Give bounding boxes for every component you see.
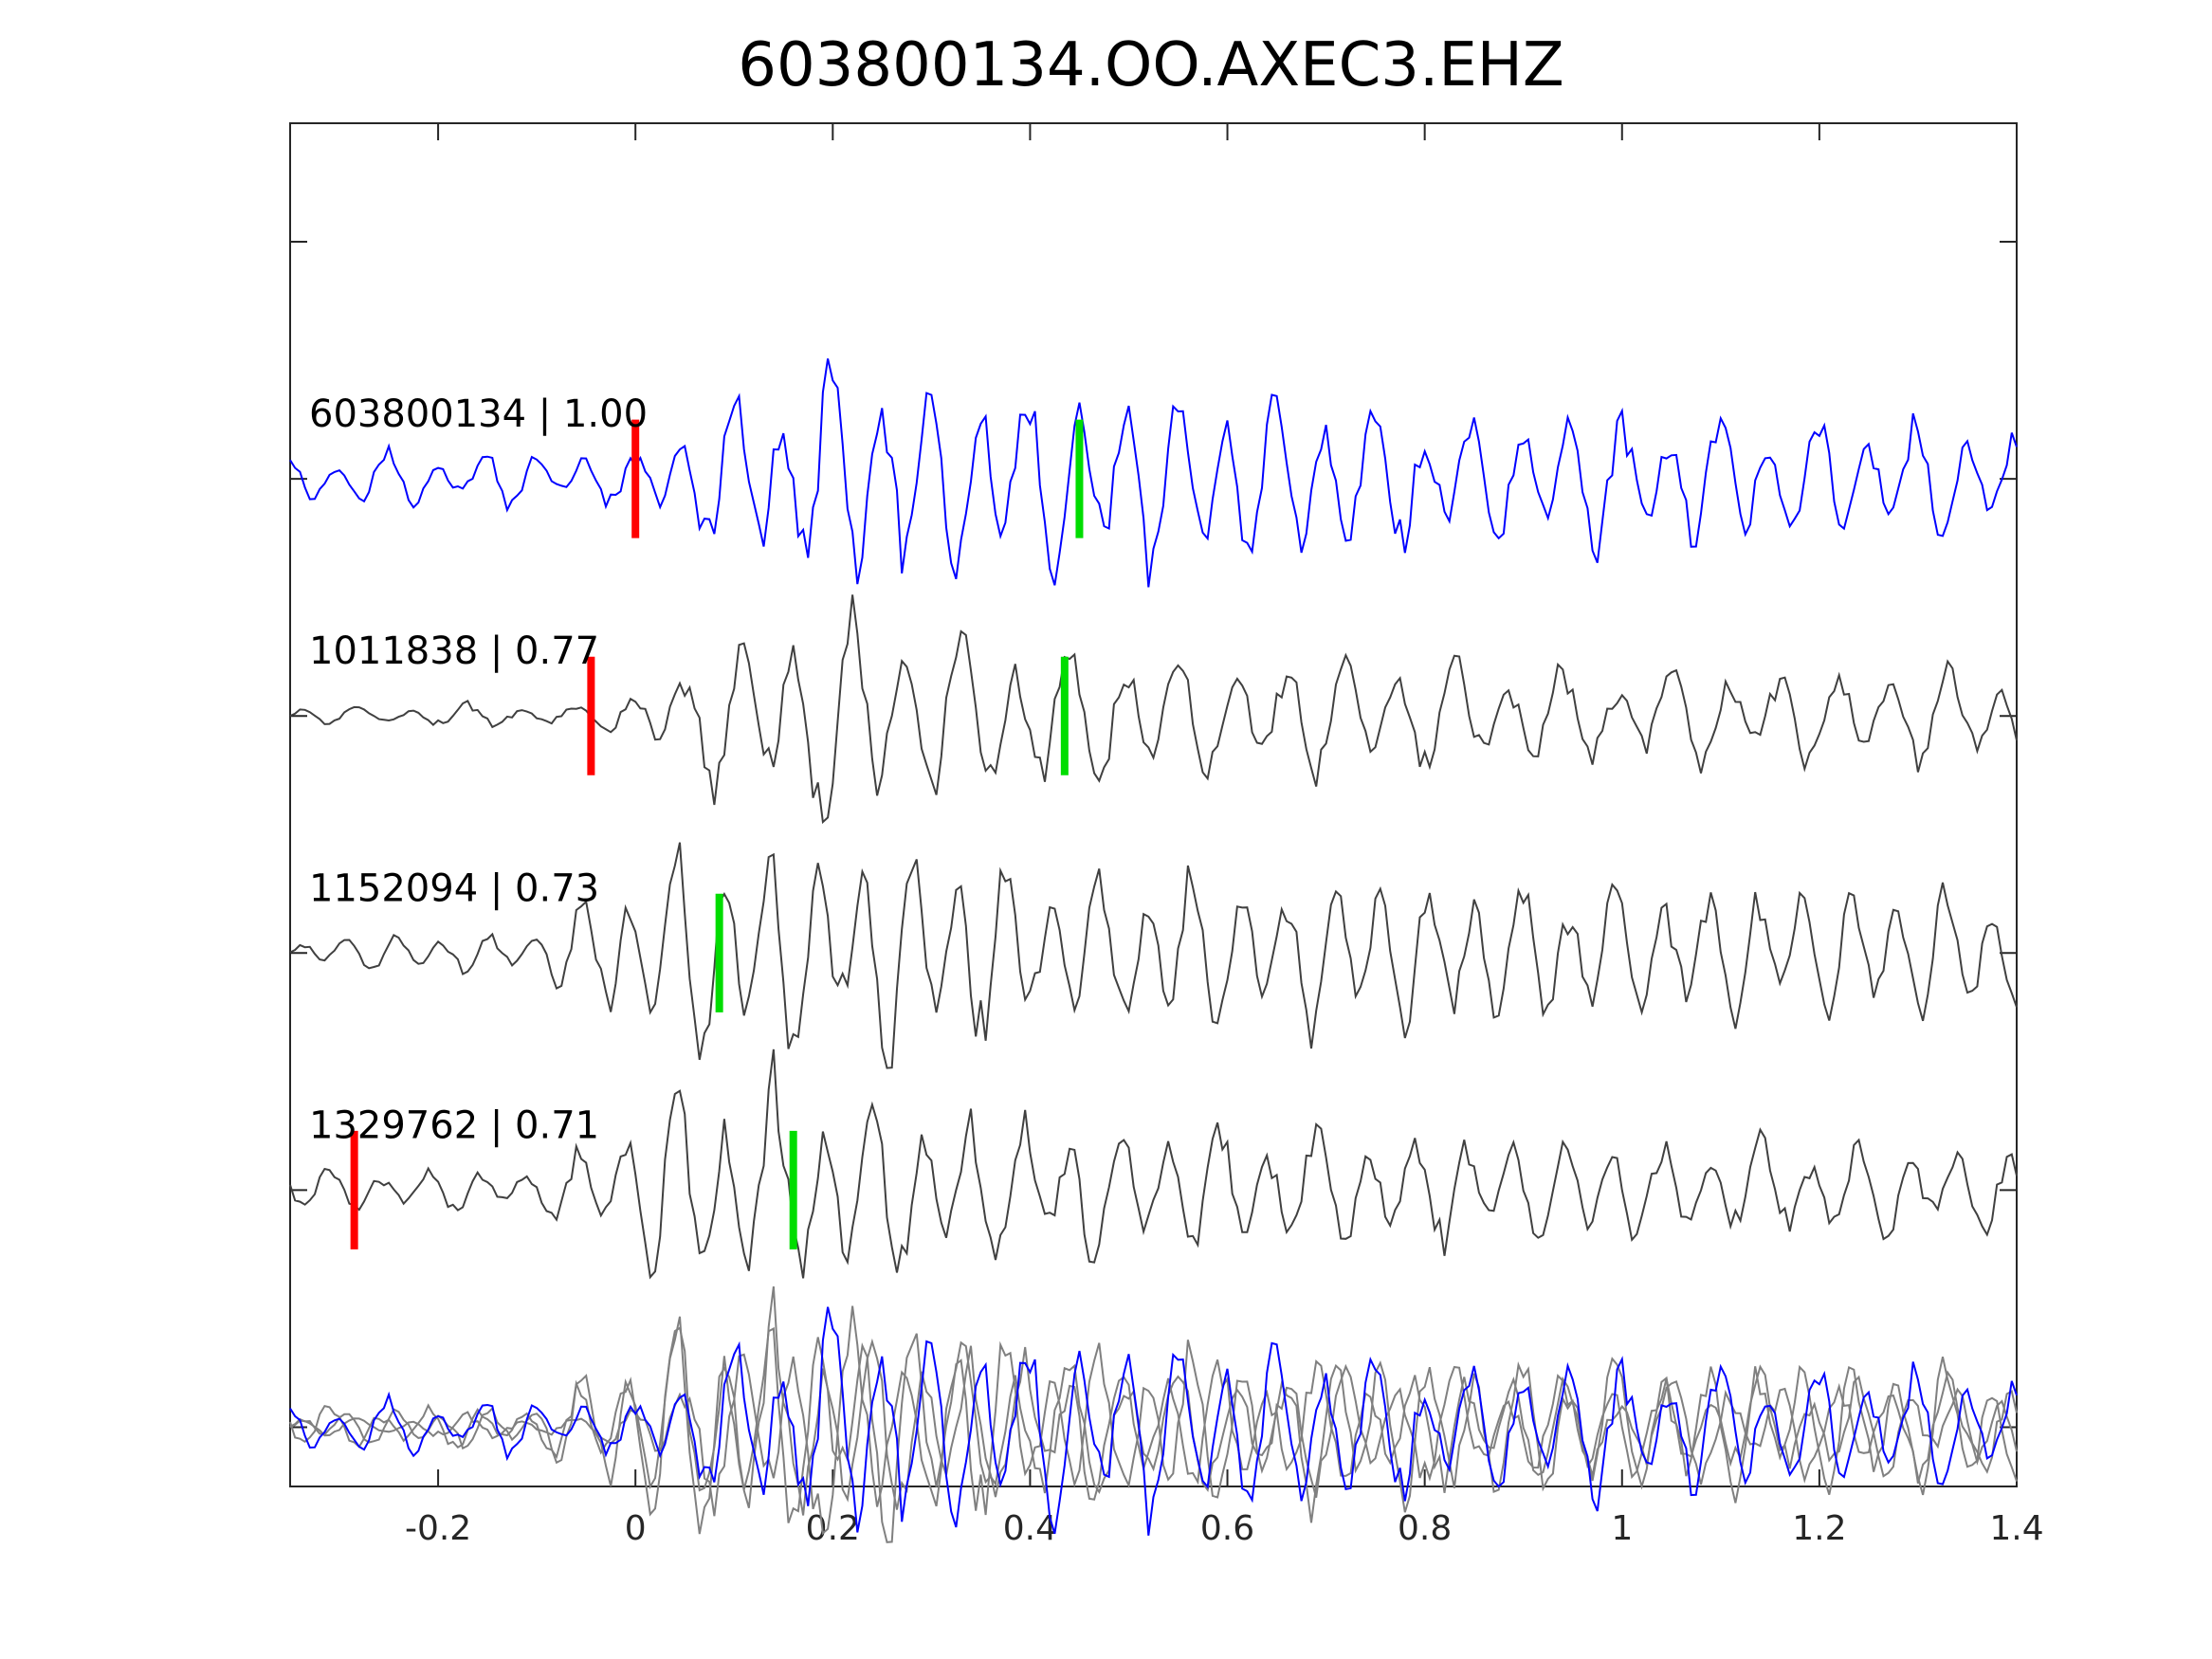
overlay-match-trace [289,1316,2018,1543]
match-trace [289,842,2018,1069]
phase-picks [350,419,1084,1249]
overlay-match-trace [289,1285,2018,1517]
waveform-traces [289,358,2018,1280]
match-trace [289,594,2018,825]
x-tick-label: 0.6 [1200,1509,1254,1548]
x-tick-label: 1.2 [1792,1509,1846,1548]
x-tick-label: 1 [1611,1509,1633,1548]
plot-frame [289,122,2018,1487]
x-tick-label: 0 [625,1509,647,1548]
trace-label: 1152094 | 0.73 [309,866,599,910]
overlay-traces [289,1285,2018,1543]
match-trace [289,1048,2018,1280]
reference-trace [289,358,2018,588]
x-tick-label: 0.2 [806,1509,860,1548]
x-tick-label: 0.4 [1003,1509,1057,1548]
trace-labels: 603800134 | 1.00 1011838 | 0.77 1152094 | … [309,392,648,1147]
x-ticks: -0.2 0 0.2 0.4 0.6 0.8 1 1.2 1.4 [405,123,2044,1548]
overlay-match-trace [289,1305,2018,1536]
x-tick-label: 1.4 [1989,1509,2043,1548]
trace-label: 1329762 | 0.71 [309,1103,599,1147]
overlay-reference-trace [289,1306,2018,1536]
x-tick-label: -0.2 [405,1509,471,1548]
trace-label: 1011838 | 0.77 [309,629,599,673]
chart-title: 603800134.OO.AXEC3.EHZ [738,30,1564,100]
trace-label: 603800134 | 1.00 [309,392,648,436]
plot-axes [289,122,2018,1487]
x-tick-label: 0.8 [1398,1509,1452,1548]
